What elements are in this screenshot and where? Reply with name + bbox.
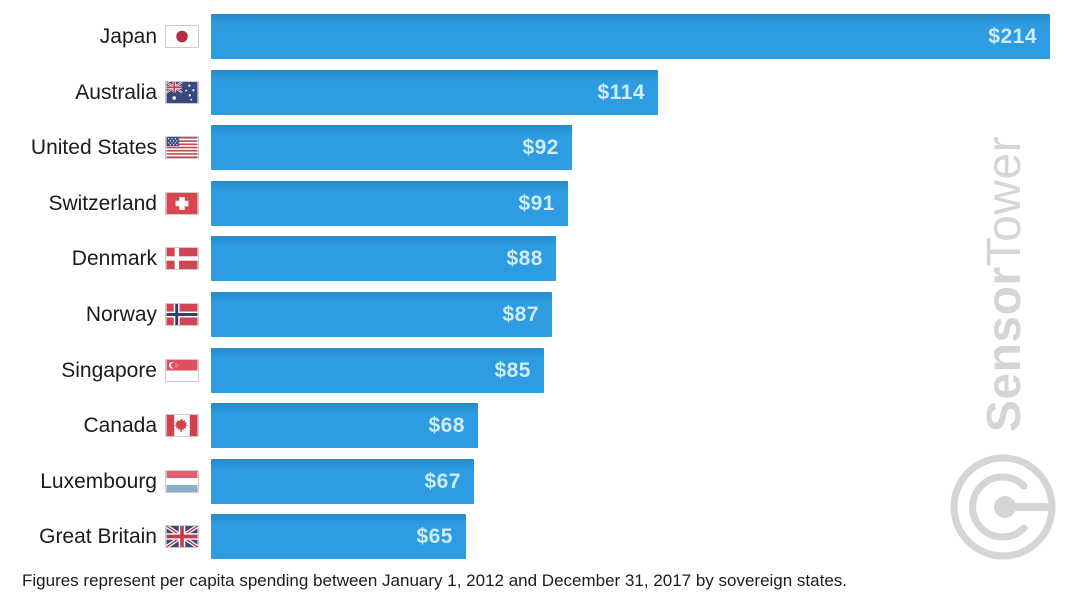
bar-row-jp: Japan $214 [0, 14, 1080, 59]
bar-track: $68 [211, 403, 1080, 449]
country-label: Denmark [71, 247, 157, 271]
lu-flag-icon [165, 469, 199, 493]
bar-value-label: $85 [494, 358, 531, 382]
country-label: Australia [75, 80, 157, 104]
bar-track: $114 [211, 69, 1080, 115]
bar: $85 [211, 347, 544, 393]
chart-footnote: Figures represent per capita spending be… [22, 571, 848, 590]
sensortower-logo-icon [950, 454, 1056, 560]
country-label: United States [30, 136, 157, 160]
bar-row-sg: Singapore $85 [0, 347, 1080, 393]
bar-row-dk: Denmark $88 [0, 236, 1080, 282]
bar: $91 [211, 180, 568, 226]
bar-track: $92 [211, 125, 1080, 171]
us-flag-icon [165, 136, 199, 160]
bar: $214 [211, 14, 1050, 59]
country-label: Singapore [61, 358, 157, 382]
country-label: Japan [99, 25, 157, 48]
bar-row-au: Australia $114 [0, 69, 1080, 115]
bar-value-label: $87 [502, 302, 539, 326]
watermark-brand-bold: Sensor [978, 266, 1031, 433]
bar: $87 [211, 291, 552, 337]
jp-flag-icon [165, 25, 199, 48]
bar-track: $87 [211, 291, 1080, 337]
bar-track: $65 [211, 514, 1080, 560]
bar: $114 [211, 69, 658, 115]
bar-track: $91 [211, 180, 1080, 226]
bar-row-ch: Switzerland $91 [0, 180, 1080, 226]
bar: $67 [211, 458, 474, 504]
bar-value-label: $214 [988, 25, 1037, 48]
country-label: Luxembourg [40, 469, 157, 493]
bar: $68 [211, 403, 478, 449]
watermark-brand-light: Tower [978, 135, 1031, 267]
sg-flag-icon [165, 358, 199, 382]
bar-chart: Japan $214 Australia $114 United States [0, 14, 1080, 570]
au-flag-icon [165, 80, 199, 104]
bar-track: $85 [211, 347, 1080, 393]
bar-row-no: Norway $87 [0, 291, 1080, 337]
bar-value-label: $91 [518, 191, 555, 215]
country-label: Norway [85, 302, 157, 326]
bar: $92 [211, 125, 572, 171]
bar-value-label: $92 [522, 136, 559, 160]
gb-flag-icon [165, 525, 199, 549]
bar-row-ca: Canada $68 [0, 403, 1080, 449]
country-label: Switzerland [48, 191, 157, 215]
bar-value-label: $114 [597, 80, 645, 104]
bar-value-label: $68 [428, 414, 465, 438]
dk-flag-icon [165, 247, 199, 271]
bar-value-label: $67 [424, 469, 461, 493]
bar-row-lu: Luxembourg $67 [0, 458, 1080, 504]
bar-track: $67 [211, 458, 1080, 504]
ca-flag-icon [165, 414, 199, 438]
bar-value-label: $88 [506, 247, 543, 271]
country-label: Canada [83, 414, 157, 438]
ch-flag-icon [165, 191, 199, 215]
bar: $65 [211, 514, 466, 560]
bar-row-us: United States $92 [0, 125, 1080, 171]
bar-track: $214 [211, 14, 1080, 59]
bar-value-label: $65 [416, 525, 453, 549]
bar-track: $88 [211, 236, 1080, 282]
bar-row-gb: Great Britain $65 [0, 514, 1080, 560]
watermark-brand-text: SensorTower [978, 134, 1031, 434]
bar: $88 [211, 236, 556, 282]
no-flag-icon [165, 302, 199, 326]
country-label: Great Britain [39, 525, 157, 549]
